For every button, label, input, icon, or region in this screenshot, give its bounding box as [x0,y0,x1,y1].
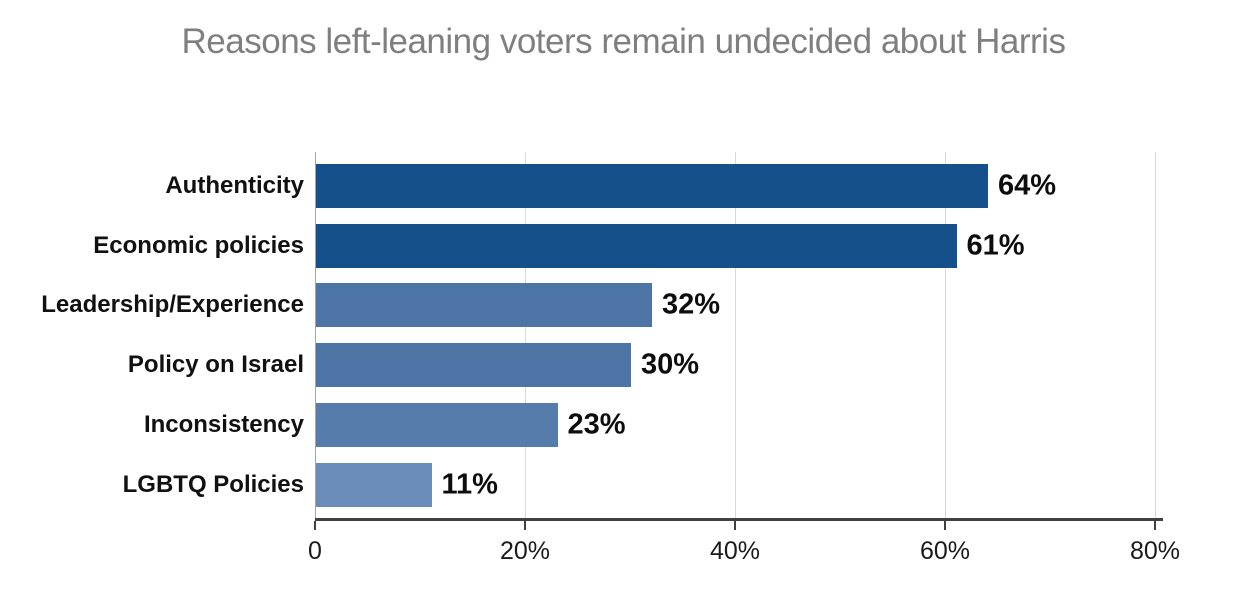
value-label: 30% [641,348,700,381]
bar [316,164,988,208]
value-label: 11% [441,468,498,500]
category-label: LGBTQ Policies [122,470,304,498]
value-label: 23% [567,408,626,441]
x-axis-tick [524,521,526,530]
x-tick-label: 80% [1129,537,1181,565]
bar [316,223,957,268]
gridline [1154,152,1156,518]
y-axis-line [315,152,316,518]
bar [316,283,652,328]
x-tick-label: 20% [499,537,551,565]
gridline [734,152,736,518]
category-label: Policy on Israel [127,351,304,379]
chart-title: Reasons left-leaning voters remain undec… [181,22,1066,61]
bar [316,462,432,507]
gridline [944,152,946,518]
value-label: 32% [662,288,721,321]
x-axis-tick [1154,521,1156,530]
category-label: Authenticity [165,172,304,199]
x-axis-line [315,518,1163,521]
value-label: 64% [998,169,1057,202]
bar [316,343,631,388]
gridline [524,152,526,518]
x-axis-tick [734,521,736,530]
x-axis-tick [314,521,316,530]
x-tick-label: 60% [919,537,971,565]
category-label: Leadership/Experience [41,291,304,319]
x-tick-label: 40% [709,537,761,565]
x-axis-tick [944,521,946,530]
value-label: 61% [966,229,1025,262]
category-label: Inconsistency [143,410,304,438]
category-label: Economic policies [93,231,304,259]
x-tick-label: 0 [308,537,322,565]
bar [316,402,558,447]
